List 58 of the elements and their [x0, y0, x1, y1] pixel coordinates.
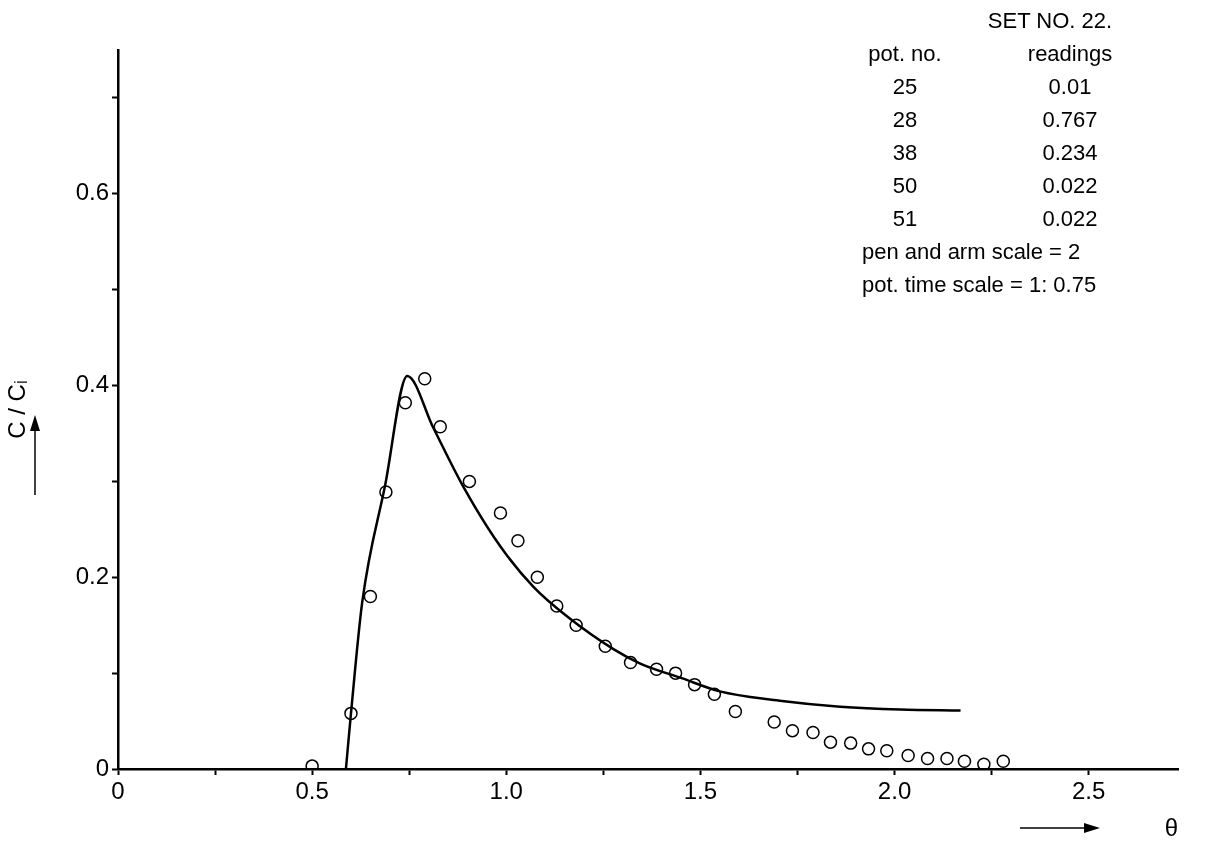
annotation: 0.01 [1048, 74, 1092, 100]
point [398, 396, 413, 410]
point [462, 474, 477, 489]
annotation: 51 [892, 206, 918, 232]
point [530, 570, 545, 585]
annotation: 0.022 [1042, 206, 1098, 232]
text: SET NO. 22. [987, 8, 1113, 34]
point [623, 655, 638, 670]
annotation: 0.767 [1042, 107, 1098, 133]
annotation: pot. time scale = 1: 0.75 [862, 272, 1097, 298]
point [843, 736, 858, 750]
annotation: readings [1027, 41, 1113, 67]
annotation: 28 [892, 107, 918, 133]
point [861, 742, 876, 756]
point [806, 725, 820, 740]
annotation: 50 [892, 173, 918, 199]
y-tick-label: 0.4 [75, 370, 109, 398]
point [977, 757, 991, 769]
x-tick-label: 1.5 [683, 777, 718, 805]
point [493, 506, 508, 520]
point [668, 666, 683, 680]
y-tick-label: 0 [95, 753, 109, 781]
point [344, 706, 358, 721]
point [996, 754, 1011, 769]
point [649, 662, 664, 677]
point [687, 677, 702, 692]
y-tick-label: 0.2 [75, 561, 109, 589]
point [957, 754, 972, 769]
point [880, 744, 894, 758]
point [363, 589, 378, 604]
point [569, 618, 583, 632]
x-tick-label: 1.0 [489, 777, 523, 805]
point [728, 704, 743, 719]
x-axis-title: θ [1164, 814, 1178, 842]
y-tick-label: 0.6 [75, 178, 109, 206]
y-axis-title: C / Cᵢ [3, 380, 31, 439]
x-tick-label: 2.5 [1072, 777, 1106, 805]
point [707, 687, 722, 701]
x-tick-label: 2.0 [877, 777, 912, 805]
point [920, 751, 935, 766]
annotation: pen and arm scale = 2 [862, 239, 1081, 265]
point [901, 748, 915, 763]
point [823, 735, 838, 749]
point [550, 599, 564, 613]
point [767, 715, 781, 729]
annotation: pot. no. [868, 41, 942, 67]
annotation: 38 [892, 140, 918, 166]
annotation: 25 [892, 74, 918, 100]
annotation: 0.022 [1042, 173, 1098, 199]
point [785, 723, 800, 738]
point [511, 534, 525, 548]
annotation: 0.234 [1042, 140, 1098, 166]
point [417, 372, 432, 386]
point [379, 485, 393, 499]
point [598, 639, 613, 654]
point [940, 751, 954, 766]
point [433, 420, 448, 434]
x-tick-label: 0.5 [295, 777, 329, 805]
